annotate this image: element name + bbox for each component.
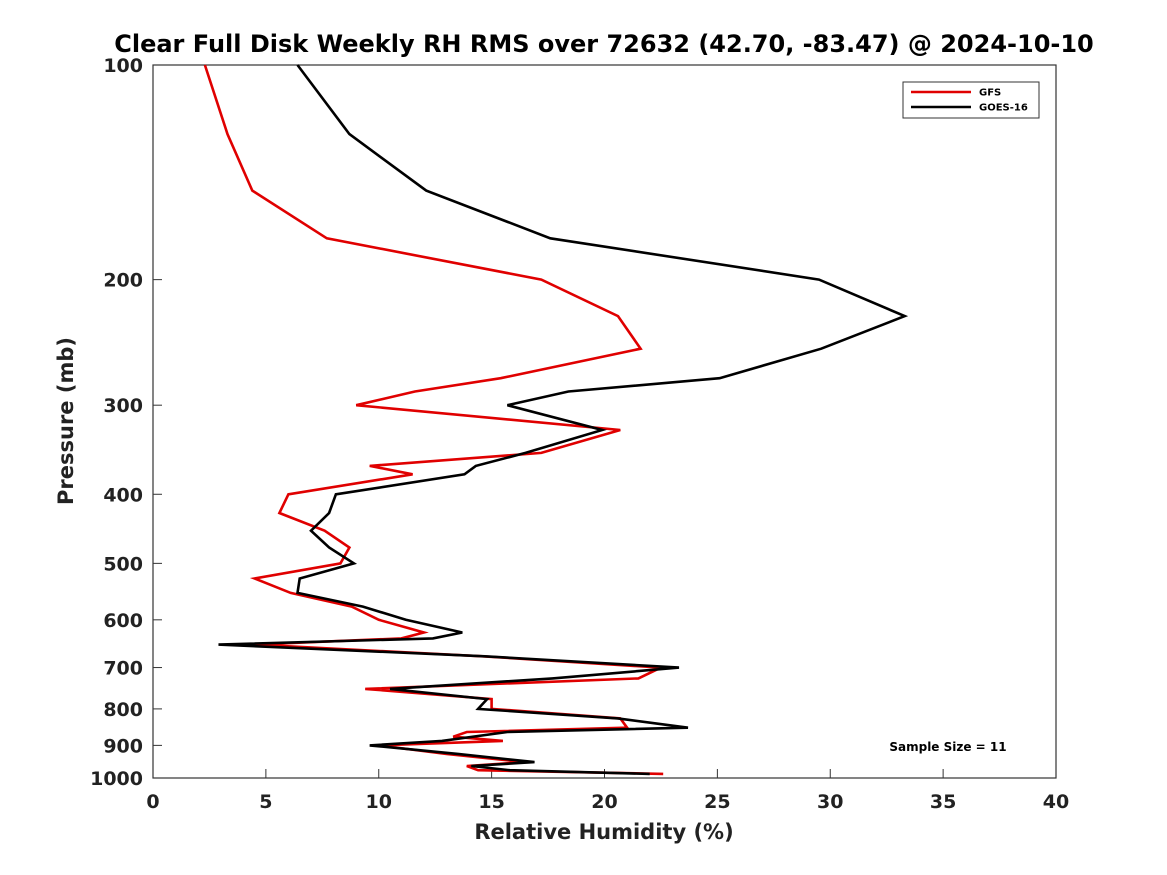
y-tick-label: 600 xyxy=(103,610,143,632)
y-tick-label: 900 xyxy=(103,735,143,757)
series-layer xyxy=(203,64,909,776)
sample-size-annotation: Sample Size = 11 xyxy=(889,740,1006,754)
legend: GFS GOES-16 xyxy=(902,81,1040,119)
legend-label-goes-16: GOES-16 xyxy=(979,103,1028,114)
x-tick-label: 10 xyxy=(366,791,392,813)
y-tick-label: 100 xyxy=(103,55,143,77)
y-tick-label: 200 xyxy=(103,270,143,292)
plot-frame xyxy=(152,64,1057,779)
legend-box xyxy=(902,81,1040,119)
x-axis-ticks: 0 5 10 15 20 25 30 35 40 xyxy=(146,769,1069,813)
y-axis-ticks: 100 200 300 400 500 600 700 800 900 1000 xyxy=(90,55,162,790)
y-tick-label: 300 xyxy=(103,395,143,417)
x-tick-label: 20 xyxy=(591,791,617,813)
chart-title: Clear Full Disk Weekly RH RMS over 72632… xyxy=(114,30,1094,58)
x-tick-label: 0 xyxy=(146,791,159,813)
y-axis-label: Pressure (mb) xyxy=(54,337,78,505)
series-line-gfs xyxy=(203,64,666,776)
y-tick-label: 500 xyxy=(103,553,143,575)
x-tick-label: 40 xyxy=(1043,791,1069,813)
series-line-goes-16 xyxy=(218,64,909,776)
x-tick-label: 35 xyxy=(930,791,956,813)
legend-label-gfs: GFS xyxy=(979,88,1001,99)
y-tick-label: 400 xyxy=(103,484,143,506)
x-tick-label: 5 xyxy=(259,791,272,813)
x-tick-label: 15 xyxy=(478,791,504,813)
y-tick-label: 800 xyxy=(103,699,143,721)
y-tick-label: 1000 xyxy=(90,768,143,790)
y-tick-label: 700 xyxy=(103,658,143,680)
x-axis-label: Relative Humidity (%) xyxy=(474,820,733,844)
x-tick-label: 30 xyxy=(817,791,843,813)
x-tick-label: 25 xyxy=(704,791,730,813)
